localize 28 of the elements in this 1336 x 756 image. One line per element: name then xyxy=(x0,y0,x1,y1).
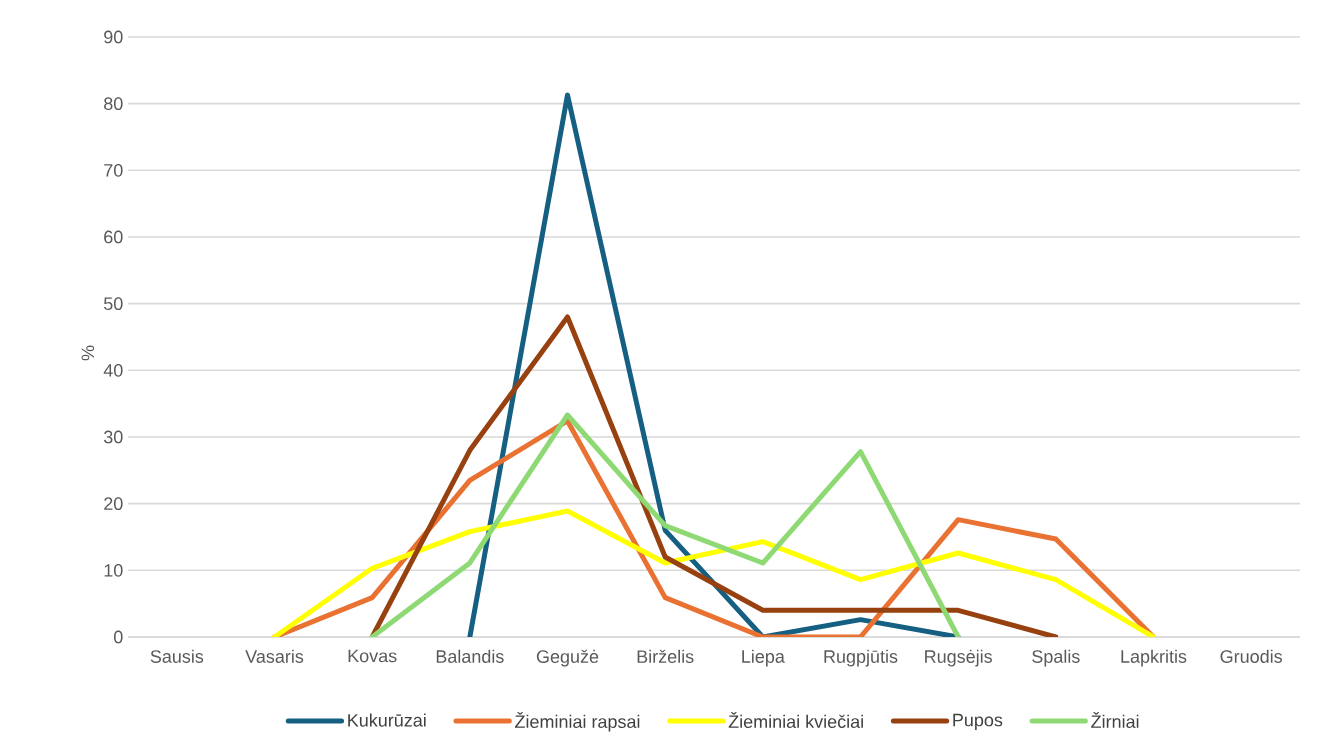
legend-label: Žieminiai rapsai xyxy=(515,712,640,732)
y-tick-label: 20 xyxy=(104,497,123,511)
x-tick-label: Vasaris xyxy=(245,649,304,663)
y-axis-title: % xyxy=(81,345,95,361)
y-tick-label: 0 xyxy=(114,630,123,644)
y-tick-label: 30 xyxy=(103,430,123,444)
legend-label: Žieminiai kviečiai xyxy=(728,712,863,729)
x-tick-label: Balandis xyxy=(436,649,504,663)
x-tick-label: Kovas xyxy=(348,649,397,663)
x-tick-label: Rugsėjis xyxy=(925,649,993,667)
x-tick-label: Spalis xyxy=(1032,649,1080,667)
y-tick-label: 10 xyxy=(104,563,123,577)
legend-label: Kukurūzai xyxy=(348,713,426,727)
x-tick-label: Rugpjūtis xyxy=(824,649,898,667)
y-tick-label: 50 xyxy=(103,297,123,311)
legend-label: Žirniai xyxy=(1091,712,1139,729)
x-tick-label: Gruodis xyxy=(1220,649,1283,663)
legend-label: Pupos xyxy=(953,713,1003,730)
x-tick-label: Birželis xyxy=(637,649,694,663)
y-tick-label: 40 xyxy=(103,363,123,377)
y-tick-label: 90 xyxy=(104,30,123,44)
y-tick-label: 80 xyxy=(104,97,123,111)
y-tick-label: 60 xyxy=(104,230,123,244)
x-tick-label: Liepa xyxy=(742,649,785,667)
x-tick-label: Lapkritis xyxy=(1121,649,1187,667)
x-tick-label: Sausis xyxy=(150,649,204,663)
y-tick-label: 70 xyxy=(104,163,123,177)
x-tick-label: Gegužė xyxy=(536,649,599,667)
